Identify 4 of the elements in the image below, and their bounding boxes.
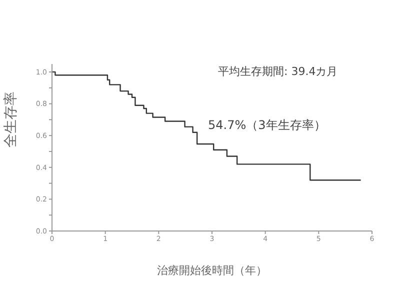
x-axis-title: 治療開始後時間（年） (157, 264, 267, 277)
y-axis-title: 全生存率 (2, 92, 19, 148)
annotation: 54.7%（3年生存率） (208, 117, 326, 134)
annotation: 平均生存期間: 39.4カ月 (218, 64, 338, 79)
